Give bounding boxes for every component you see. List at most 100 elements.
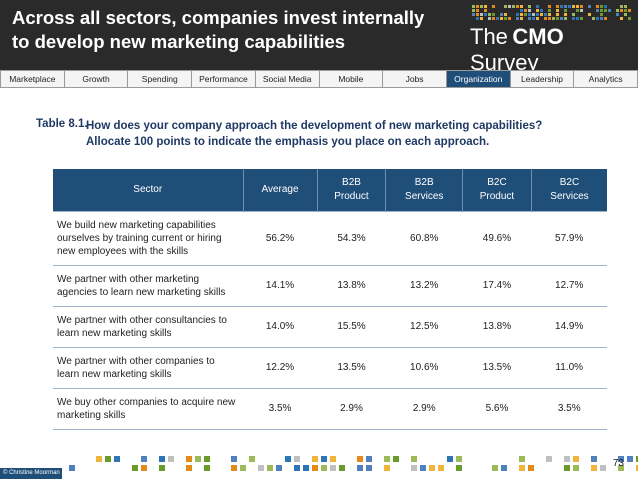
tab-spending[interactable]: Spending <box>127 70 192 88</box>
header-b2b-services: B2B Services <box>385 169 463 211</box>
mosaic-tile <box>132 465 138 471</box>
cell-b2c-product: 13.5% <box>462 346 532 388</box>
tab-growth[interactable]: Growth <box>63 70 128 88</box>
cell-b2c-services: 11.0% <box>531 346 607 388</box>
mosaic-tile <box>366 456 372 462</box>
mosaic-tile <box>484 5 487 8</box>
tab-social-media[interactable]: Social Media <box>254 70 319 88</box>
mosaic-tile <box>564 456 570 462</box>
mosaic-tile <box>519 465 525 471</box>
mosaic-tile <box>294 456 300 462</box>
cell-b2c-product: 5.6% <box>462 387 532 430</box>
mosaic-tile <box>600 17 603 20</box>
mosaic-tile <box>536 17 539 20</box>
mosaic-tile <box>472 5 475 8</box>
mosaic-tile <box>276 465 282 471</box>
mosaic-tile <box>627 456 633 462</box>
mosaic-tile <box>195 456 201 462</box>
mosaic-tile <box>546 456 552 462</box>
tab-analytics[interactable]: Analytics <box>573 70 638 88</box>
mosaic-tile <box>249 456 255 462</box>
mosaic-tile <box>520 5 523 8</box>
mosaic-tile <box>556 17 559 20</box>
mosaic-tile <box>636 465 638 471</box>
row-label: We partner with other companies to learn… <box>53 346 243 388</box>
table-row: We buy other companies to acquire new ma… <box>53 387 607 430</box>
mosaic-tile <box>520 17 523 20</box>
mosaic-tile <box>114 456 120 462</box>
mosaic-tile <box>429 465 435 471</box>
mosaic-tile <box>556 13 559 16</box>
mosaic-tile <box>588 5 591 8</box>
mosaic-tile <box>159 465 165 471</box>
cell-b2b-product: 2.9% <box>317 387 386 430</box>
mosaic-tile <box>294 465 300 471</box>
row-label: We partner with other marketing agencies… <box>53 264 243 306</box>
mosaic-tile <box>456 456 462 462</box>
mosaic-tile <box>240 465 246 471</box>
mosaic-decoration <box>472 5 631 20</box>
mosaic-tile <box>576 9 579 12</box>
mosaic-tile <box>204 456 210 462</box>
cell-average: 56.2% <box>243 210 318 265</box>
question-text: How does your company approach the devel… <box>86 118 606 150</box>
cell-b2c-services: 14.9% <box>531 305 607 347</box>
tab-mobile[interactable]: Mobile <box>318 70 383 88</box>
mosaic-tile <box>472 9 475 12</box>
mosaic-tile <box>624 13 627 16</box>
mosaic-tile <box>508 17 511 20</box>
table-row: We partner with other consultancies to l… <box>53 305 607 347</box>
mosaic-tile <box>231 465 237 471</box>
mosaic-tile <box>339 465 345 471</box>
cell-b2b-services: 2.9% <box>385 387 463 430</box>
mosaic-tile <box>620 5 623 8</box>
mosaic-tile <box>552 17 555 20</box>
page-number: 73 <box>612 458 624 469</box>
mosaic-tile <box>564 13 567 16</box>
table-row: We partner with other marketing agencies… <box>53 264 607 306</box>
tab-performance[interactable]: Performance <box>191 70 255 88</box>
row-label: We build new marketing capabilities ours… <box>53 210 243 265</box>
tab-jobs[interactable]: Jobs <box>382 70 446 88</box>
mosaic-tile <box>620 9 623 12</box>
mosaic-tile <box>267 465 273 471</box>
mosaic-tile <box>480 5 483 8</box>
mosaic-tile <box>516 5 519 8</box>
title-line-2: to develop new marketing capabilities <box>12 31 346 52</box>
question-line-1: How does your company approach the devel… <box>86 120 543 132</box>
mosaic-tile <box>476 13 479 16</box>
mosaic-tile <box>204 465 210 471</box>
mosaic-tile <box>604 17 607 20</box>
header-sector: Sector <box>53 169 243 211</box>
mosaic-tile <box>564 465 570 471</box>
mosaic-tile <box>231 456 237 462</box>
mosaic-tile <box>624 5 627 8</box>
mosaic-tile <box>484 9 487 12</box>
tab-leadership[interactable]: Leadership <box>509 70 574 88</box>
mosaic-tile <box>573 465 579 471</box>
cell-b2b-services: 60.8% <box>385 210 463 265</box>
mosaic-tile <box>384 456 390 462</box>
mosaic-tile <box>620 17 623 20</box>
mosaic-tile <box>548 13 551 16</box>
question-line-2: Allocate 100 points to indicate the emph… <box>86 136 490 148</box>
mosaic-tile <box>576 17 579 20</box>
mosaic-tile <box>393 456 399 462</box>
tab-organization[interactable]: Organization <box>445 70 510 88</box>
mosaic-tile <box>520 9 523 12</box>
tab-marketplace[interactable]: Marketplace <box>0 70 64 88</box>
mosaic-tile <box>572 5 575 8</box>
mosaic-tile <box>532 17 535 20</box>
footer-mosaic-decoration <box>69 456 638 471</box>
logo-the: The <box>470 24 508 49</box>
mosaic-tile <box>456 465 462 471</box>
table-header-row: Sector Average B2B Product B2B Services … <box>53 169 607 211</box>
mosaic-tile <box>600 9 603 12</box>
mosaic-tile <box>420 465 426 471</box>
mosaic-tile <box>548 9 551 12</box>
mosaic-tile <box>500 17 503 20</box>
mosaic-tile <box>488 13 491 16</box>
cell-b2b-product: 54.3% <box>317 210 386 265</box>
cell-b2b-services: 12.5% <box>385 305 463 347</box>
row-label: We partner with other consultancies to l… <box>53 305 243 347</box>
